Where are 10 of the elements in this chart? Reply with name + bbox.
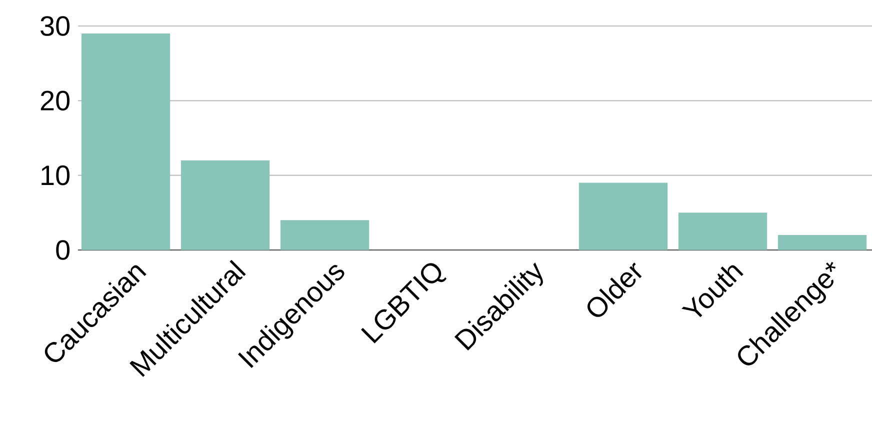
y-tick-label: 10 [42,165,70,186]
y-tick-label: 20 [40,90,70,111]
bar [280,220,370,250]
bar [81,33,170,250]
bar [180,160,270,250]
y-tick-label: 30 [40,16,70,36]
bar [678,212,768,250]
bar [578,182,668,250]
y-tick-label: 0 [56,240,70,260]
bar [778,235,867,250]
